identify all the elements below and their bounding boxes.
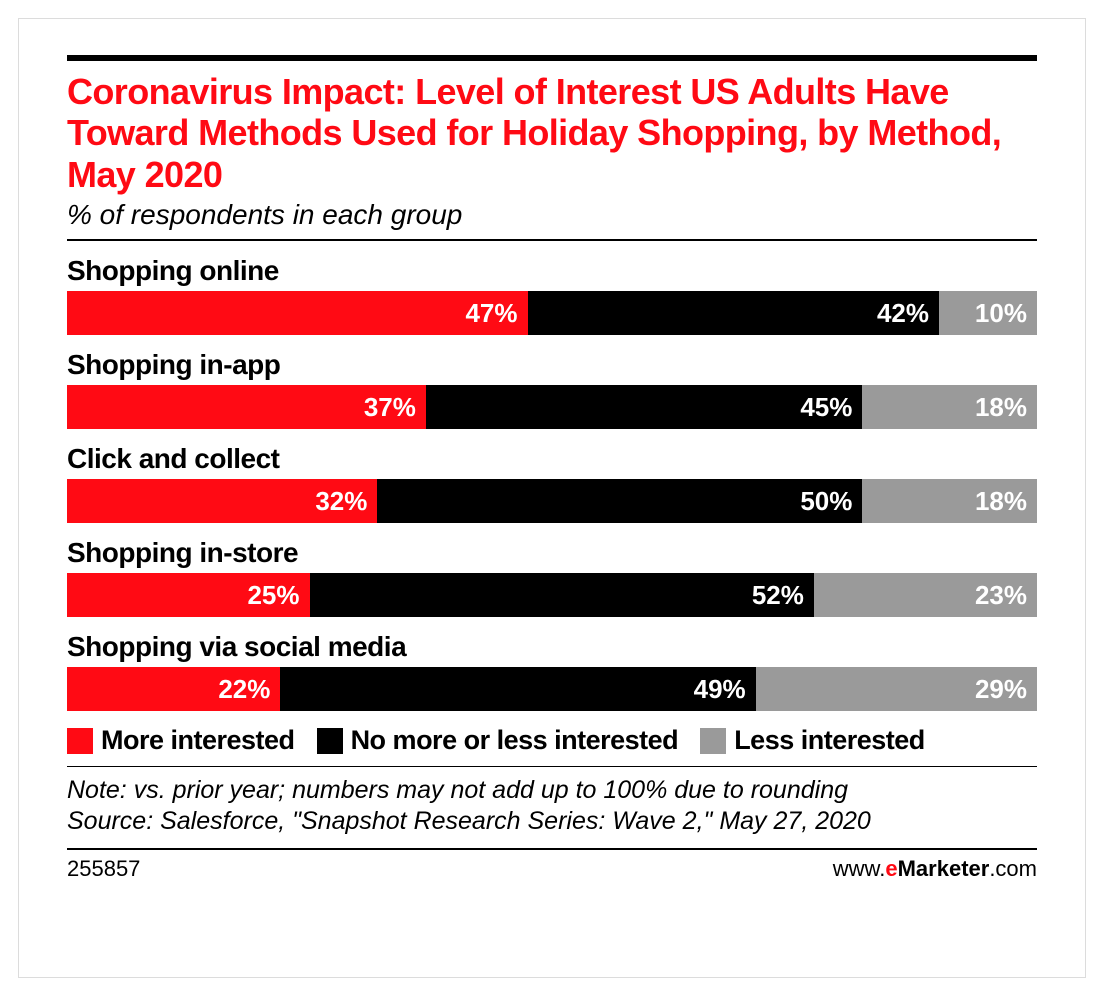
title-rule (67, 239, 1037, 241)
site-e: e (885, 856, 897, 881)
site-suffix: .com (989, 856, 1037, 881)
bar-segment-more: 37% (67, 385, 426, 429)
bar-segment-less: 18% (862, 479, 1037, 523)
legend-item-neutral: No more or less interested (317, 725, 679, 756)
bar-row-label: Shopping online (67, 255, 1037, 287)
chart-subtitle: % of respondents in each group (67, 199, 1037, 231)
bar: 22%49%29% (67, 667, 1037, 711)
legend-swatch (317, 728, 343, 754)
bar-segment-neutral: 50% (377, 479, 862, 523)
bar-segment-neutral: 52% (310, 573, 814, 617)
bar: 32%50%18% (67, 479, 1037, 523)
footer: 255857 www.eMarketer.com (67, 856, 1037, 882)
legend-swatch (67, 728, 93, 754)
site-bold: Marketer (898, 856, 990, 881)
bar-row: Click and collect 32%50%18% (67, 443, 1037, 523)
site-prefix: www. (833, 856, 886, 881)
bar-row-label: Shopping in-store (67, 537, 1037, 569)
bar-row-label: Click and collect (67, 443, 1037, 475)
chart-title: Coronavirus Impact: Level of Interest US… (67, 71, 1037, 195)
chart-card: Coronavirus Impact: Level of Interest US… (18, 18, 1086, 978)
bar-row: Shopping via social media 22%49%29% (67, 631, 1037, 711)
chart-id: 255857 (67, 856, 140, 882)
bar-segment-less: 29% (756, 667, 1037, 711)
bar-segment-less: 18% (862, 385, 1037, 429)
bar-row: Shopping in-store 25%52%23% (67, 537, 1037, 617)
legend-label: More interested (101, 725, 295, 756)
bar: 25%52%23% (67, 573, 1037, 617)
chart-container: Coronavirus Impact: Level of Interest US… (0, 0, 1104, 996)
legend-label: Less interested (734, 725, 925, 756)
legend: More interested No more or less intereste… (67, 725, 1037, 756)
bar-rows: Shopping online 47%42%10% Shopping in-app 3… (67, 255, 1037, 711)
bar-segment-more: 25% (67, 573, 310, 617)
bar: 47%42%10% (67, 291, 1037, 335)
bar-segment-less: 10% (939, 291, 1037, 335)
legend-rule (67, 766, 1037, 767)
bar-row: Shopping online 47%42%10% (67, 255, 1037, 335)
bar-segment-more: 47% (67, 291, 528, 335)
bar-segment-neutral: 45% (426, 385, 863, 429)
legend-item-less: Less interested (700, 725, 925, 756)
site-credit: www.eMarketer.com (833, 856, 1037, 882)
footer-rule (67, 848, 1037, 850)
bar-row-label: Shopping in-app (67, 349, 1037, 381)
note-line-1: Note: vs. prior year; numbers may not ad… (67, 775, 1037, 806)
legend-label: No more or less interested (351, 725, 679, 756)
bar-segment-less: 23% (814, 573, 1037, 617)
note-line-2: Source: Salesforce, "Snapshot Research S… (67, 806, 1037, 837)
bar-segment-more: 22% (67, 667, 280, 711)
bar-segment-neutral: 49% (280, 667, 755, 711)
legend-swatch (700, 728, 726, 754)
bar-row: Shopping in-app 37%45%18% (67, 349, 1037, 429)
legend-item-more: More interested (67, 725, 295, 756)
bar-segment-more: 32% (67, 479, 377, 523)
bar: 37%45%18% (67, 385, 1037, 429)
top-rule (67, 55, 1037, 61)
bar-row-label: Shopping via social media (67, 631, 1037, 663)
bar-segment-neutral: 42% (528, 291, 940, 335)
